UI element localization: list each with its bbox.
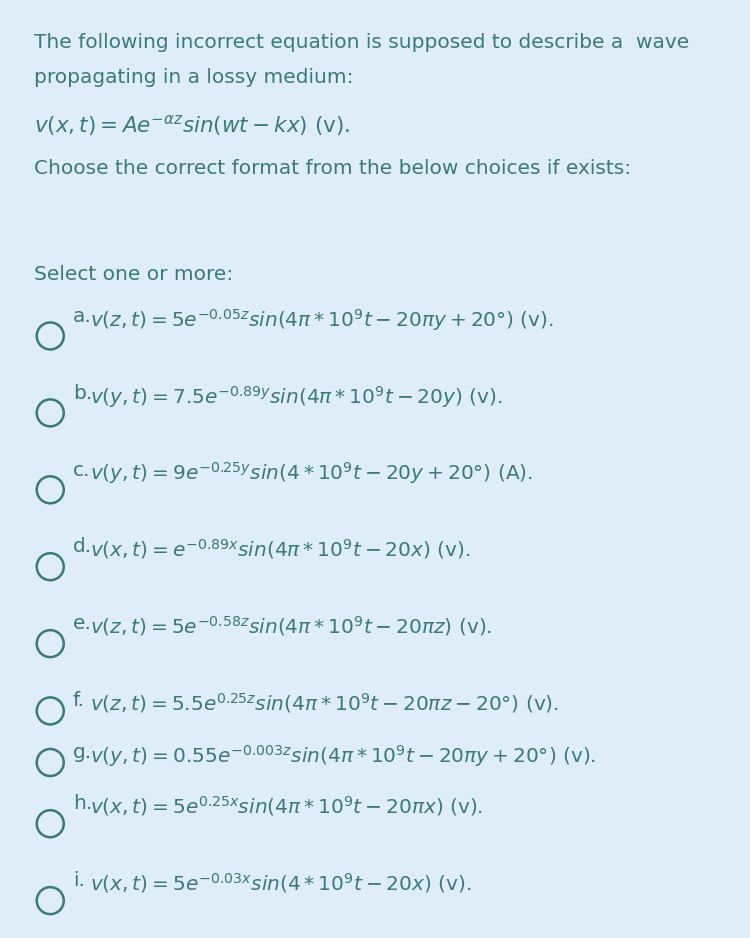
Text: Choose the correct format from the below choices if exists:: Choose the correct format from the below… [34, 159, 631, 177]
Text: e.: e. [73, 614, 92, 633]
Text: $v(x, t) = 5e^{0.25x}sin(4\pi * 10^9 t - 20\pi x)$ (v).: $v(x, t) = 5e^{0.25x}sin(4\pi * 10^9 t -… [90, 794, 483, 818]
Text: f.: f. [73, 691, 85, 710]
Text: $v(z, t) = 5.5e^{0.25z}sin(4\pi * 10^9 t - 20\pi z - 20°)$ (v).: $v(z, t) = 5.5e^{0.25z}sin(4\pi * 10^9 t… [90, 691, 559, 715]
Text: $v(y, t) = 0.55e^{-0.003z}sin(4\pi * 10^9 t - 20\pi y + 20°)$ (v).: $v(y, t) = 0.55e^{-0.003z}sin(4\pi * 10^… [90, 743, 596, 769]
Text: i.: i. [73, 871, 85, 890]
Text: The following incorrect equation is supposed to describe a  wave: The following incorrect equation is supp… [34, 33, 689, 52]
Text: propagating in a lossy medium:: propagating in a lossy medium: [34, 68, 353, 87]
Text: $v(x, t) = Ae^{-\alpha z}sin(wt - kx)$ (v).: $v(x, t) = Ae^{-\alpha z}sin(wt - kx)$ (… [34, 113, 350, 139]
Text: $v(y, t) = 7.5e^{-0.89y}sin(4\pi * 10^9 t - 20y)$ (v).: $v(y, t) = 7.5e^{-0.89y}sin(4\pi * 10^9 … [90, 384, 503, 410]
Text: Select one or more:: Select one or more: [34, 265, 233, 283]
Text: $v(y, t) = 9e^{-0.25y}sin(4 * 10^9 t - 20y + 20°)$ (A).: $v(y, t) = 9e^{-0.25y}sin(4 * 10^9 t - 2… [90, 461, 533, 487]
Text: g.: g. [73, 743, 92, 762]
Text: $v(z, t) = 5e^{-0.58z}sin(4\pi * 10^9 t - 20\pi z)$ (v).: $v(z, t) = 5e^{-0.58z}sin(4\pi * 10^9 t … [90, 614, 492, 638]
Text: d.: d. [73, 537, 92, 556]
Text: $v(z, t) = 5e^{-0.05z}sin(4\pi * 10^9 t - 20\pi y + 20°)$ (v).: $v(z, t) = 5e^{-0.05z}sin(4\pi * 10^9 t … [90, 307, 554, 333]
Text: $v(x, t) = 5e^{-0.03x}sin(4 * 10^9 t - 20x)$ (v).: $v(x, t) = 5e^{-0.03x}sin(4 * 10^9 t - 2… [90, 871, 472, 895]
Text: c.: c. [73, 461, 90, 479]
Text: h.: h. [73, 794, 92, 813]
Text: a.: a. [73, 307, 92, 325]
Text: $v(x, t) = e^{-0.89x}sin(4\pi * 10^9 t - 20x)$ (v).: $v(x, t) = e^{-0.89x}sin(4\pi * 10^9 t -… [90, 537, 470, 561]
Text: b.: b. [73, 384, 92, 402]
